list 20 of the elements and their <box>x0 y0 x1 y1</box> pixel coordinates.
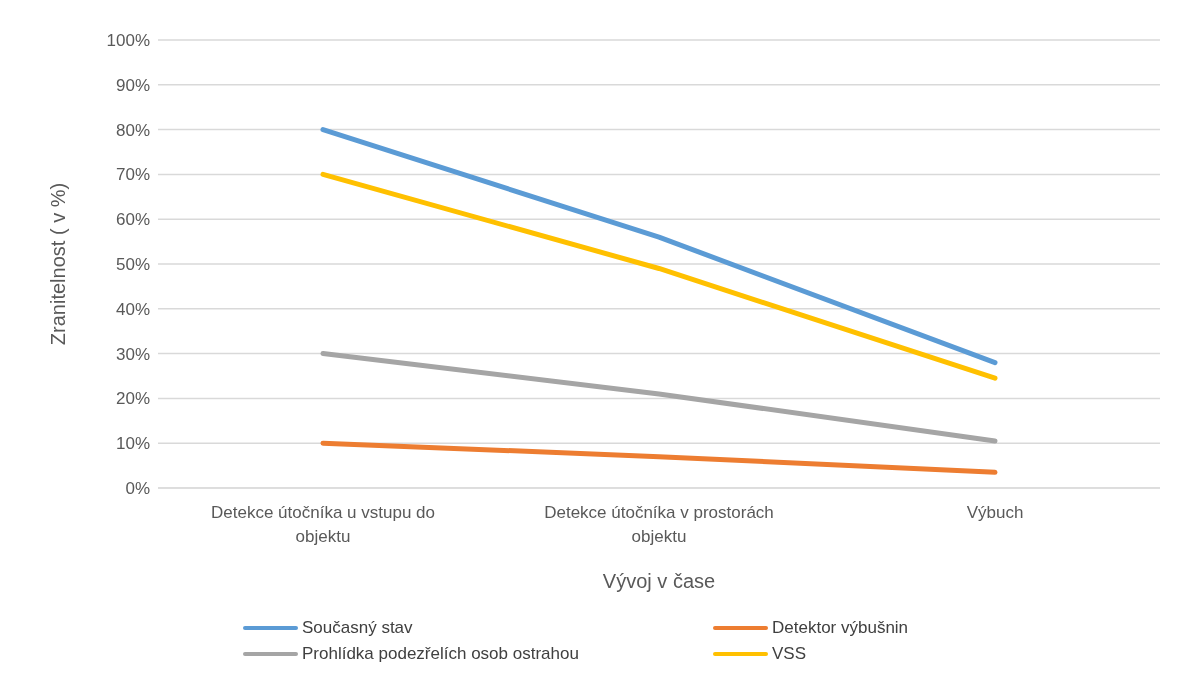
legend-label: Detektor výbušnin <box>772 618 909 638</box>
legend-label: VSS <box>772 644 807 664</box>
y-tick-label: 80% <box>115 120 150 140</box>
legend-label: Současný stav <box>302 618 413 638</box>
x-tick-label: Detekce útočníka u vstupu do objektu <box>211 503 435 546</box>
y-tick-label: 100% <box>106 31 150 51</box>
y-tick-label: 90% <box>115 75 150 95</box>
y-tick-label: 60% <box>115 210 150 230</box>
y-tick-label: 70% <box>115 165 150 185</box>
y-tick-label: 40% <box>115 299 150 319</box>
x-tick-label: Detekce útočníka v prostorách objektu <box>544 503 774 546</box>
y-tick-label: 10% <box>115 434 150 454</box>
y-tick-label: 30% <box>115 344 150 364</box>
y-axis-title: Zranitelnost ( v %) <box>47 182 70 346</box>
y-tick-label: 50% <box>115 255 150 275</box>
y-tick-label: 0% <box>125 479 150 499</box>
x-tick-label: Výbuch <box>966 503 1024 522</box>
x-axis-title: Vývoj v čase <box>602 570 716 592</box>
legend-label: Prohlídka podezřelích osob ostrahou <box>302 644 579 664</box>
y-tick-label: 20% <box>115 389 150 409</box>
